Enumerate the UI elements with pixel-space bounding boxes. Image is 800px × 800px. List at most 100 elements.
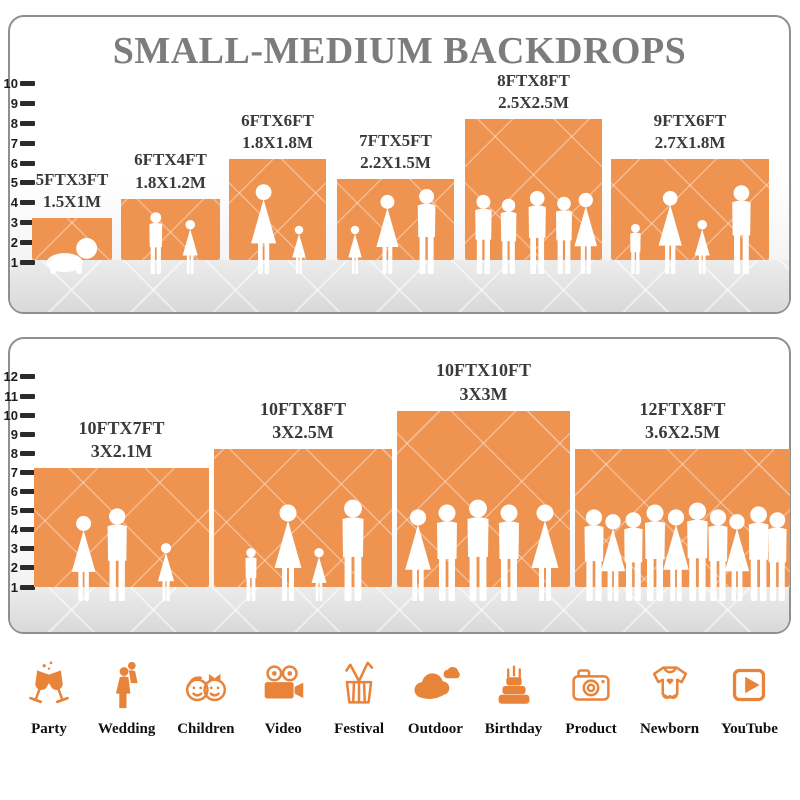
category-label: Outdoor (407, 721, 463, 737)
backdrop-size-label: 10FTX7FT 3X2.1M (17, 417, 227, 464)
tick-mark (20, 140, 35, 146)
newborn-icon (652, 666, 687, 700)
category-newborn: Newborn (640, 658, 699, 738)
tick-label: 8 (10, 445, 18, 461)
size-ft: 10FTX8FT (259, 398, 346, 419)
size-m: 3X3M (459, 383, 508, 404)
y-axis-tick: 2 (0, 560, 35, 576)
people-silhouette (71, 508, 175, 602)
large-panel: 1 2 3 4 5 6 7 8 9 10 11 12 10FTX7FT 3X2.1M 10FTX8FT 3X… (4, 337, 791, 634)
backdrop-size-label: 10FTX8FT 3X2.5M (198, 398, 408, 445)
tick-mark (20, 219, 35, 225)
backdrop-size-label: 5FTX3FT 1.5X1M (0, 169, 162, 213)
y-axis-tick: 6 (0, 155, 35, 171)
people-silhouette (245, 499, 364, 602)
y-axis-tick: 4 (0, 522, 35, 538)
tick-mark (20, 160, 35, 166)
backdrop-size-label: 10FTX10FT 3X3M (379, 359, 589, 406)
size-m: 1.5X1M (42, 192, 102, 212)
category-label: Children (177, 721, 235, 737)
category-label: Video (264, 721, 302, 737)
tick-label: 9 (10, 426, 18, 442)
category-youtube: YouTube (721, 658, 778, 738)
backdrop-size-label: 8FTX8FT 2.5X2.5M (444, 70, 624, 114)
tick-mark (20, 584, 35, 590)
backdrop-size-label: 6FTX6FT 1.8X1.8M (188, 110, 368, 154)
tick-mark (20, 412, 35, 418)
backdrop-bar-6ftx4ft (121, 198, 220, 275)
y-axis-tick: 9 (0, 426, 35, 442)
tick-mark (20, 180, 35, 186)
size-ft: 8FTX8FT (497, 71, 570, 91)
y-axis-tick: 8 (0, 445, 35, 461)
category-outdoor: Outdoor (408, 658, 463, 738)
size-ft: 7FTX5FT (359, 130, 432, 150)
tick-mark (20, 527, 35, 533)
tick-mark (20, 508, 35, 514)
tick-label: 11 (4, 388, 18, 404)
size-m: 3.6X2.5M (645, 421, 720, 442)
backdrop-bar-6ftx6ft (229, 159, 326, 275)
tick-label: 2 (10, 234, 18, 250)
size-m: 2.5X2.5M (498, 93, 569, 113)
wedding-icon (115, 661, 138, 709)
size-m: 3X2.5M (272, 421, 334, 442)
backdrop-bar-10ftx8ft (214, 449, 392, 602)
size-ft: 10FTX7FT (78, 417, 165, 438)
children-icon (185, 673, 226, 702)
category-label: Product (565, 721, 617, 737)
y-axis-tick: 1 (0, 579, 35, 595)
category-festival: Festival (332, 658, 386, 738)
ground-strip (10, 260, 789, 312)
tick-label: 12 (3, 369, 18, 385)
y-axis-tick: 3 (0, 214, 35, 230)
category-birthday: Birthday (485, 658, 542, 738)
size-ft: 10FTX10FT (435, 360, 531, 381)
tick-label: 3 (10, 541, 18, 557)
tick-label: 5 (10, 503, 18, 519)
category-wedding: Wedding (97, 658, 156, 738)
y-axis-tick: 7 (0, 135, 35, 151)
backdrop-bar-10ftx10ft (397, 411, 570, 602)
tick-label: 4 (10, 195, 18, 211)
y-axis-tick: 10 (0, 407, 35, 423)
poster-title: SMALL-MEDIUM BACKDROPS (112, 30, 687, 72)
category-label: Newborn (639, 721, 700, 737)
category-row: Party Wedding (0, 658, 800, 738)
y-axis-tick: 5 (0, 503, 35, 519)
tick-label: 2 (10, 560, 18, 576)
size-m: 2.7X1.8M (654, 132, 726, 152)
category-children: Children (177, 658, 234, 738)
size-ft: 5FTX3FT (35, 170, 109, 190)
y-axis-tick: 1 (0, 254, 35, 270)
tick-mark (20, 450, 35, 456)
category-label: YouTube (720, 721, 778, 737)
youtube-icon (733, 668, 766, 702)
size-m: 1.8X1.8M (242, 132, 313, 152)
birthday-icon (498, 665, 529, 704)
backdrop-bar-12ftx8ft (575, 449, 790, 602)
y-axis-tick: 7 (0, 464, 35, 480)
y-axis-tick: 3 (0, 541, 35, 557)
tick-mark (20, 374, 35, 380)
tick-mark (20, 393, 35, 399)
y-axis-tick: 10 (0, 76, 35, 92)
tick-label: 3 (10, 214, 18, 230)
backdrop-bar-5ftx3ft (32, 218, 112, 274)
size-ft: 12FTX8FT (639, 398, 726, 419)
tick-mark (20, 200, 35, 206)
size-m: 1.8X1.2M (135, 172, 206, 192)
festival-icon (345, 661, 374, 704)
tick-label: 10 (3, 76, 18, 92)
tick-mark (20, 489, 35, 494)
category-label: Wedding (97, 721, 156, 737)
tick-label: 1 (10, 254, 18, 270)
tick-label: 7 (10, 464, 18, 480)
size-ft: 6FTX6FT (241, 110, 314, 130)
y-axis-tick: 2 (0, 234, 35, 250)
backdrop-size-label: 7FTX5FT 2.2X1.5M (306, 130, 486, 174)
tick-mark (20, 469, 35, 475)
tick-label: 8 (10, 115, 18, 131)
size-ft: 9FTX6FT (653, 110, 727, 130)
